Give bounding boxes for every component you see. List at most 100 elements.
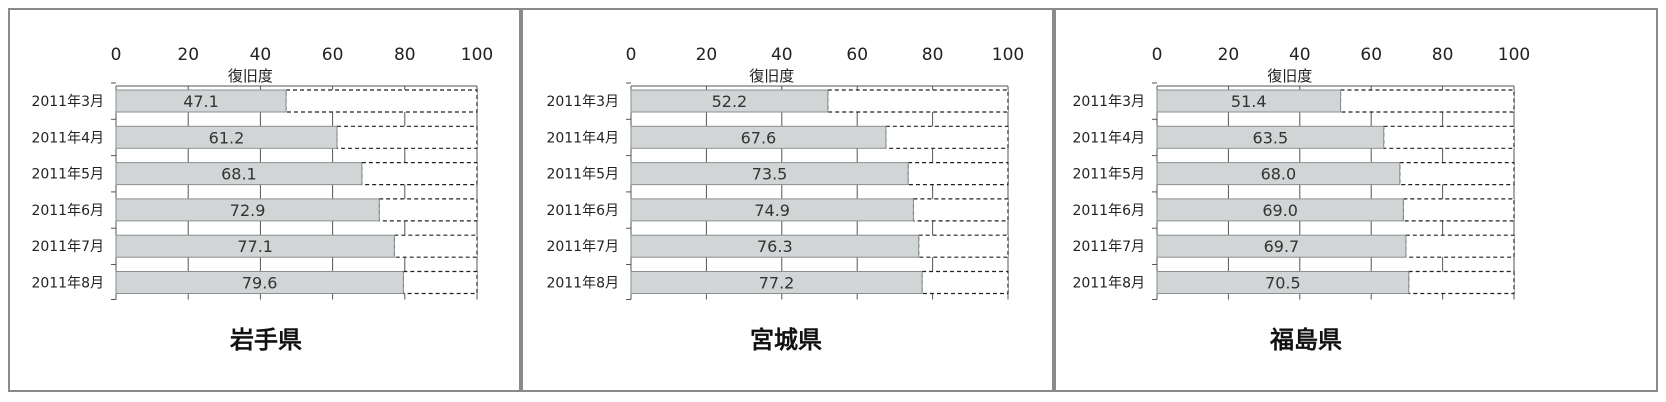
category-label: 2011年3月 xyxy=(31,94,104,110)
x-axis-label: 復旧度 xyxy=(228,67,273,85)
x-tick-label: 0 xyxy=(111,45,122,65)
chart-miyagi: 0 20 40 60 80 100 復旧度 2011年3月 52.2 2011年4月 67.6 201… xyxy=(546,45,1024,354)
chart-panel-iwate: 0 20 40 60 80 100 復旧度 2011年3月 47.1 2011年4月 61.2 201… xyxy=(8,8,521,392)
bar-remainder xyxy=(336,125,478,149)
x-tick-label: 0 xyxy=(626,45,637,65)
bar-remainder xyxy=(361,162,478,186)
data-label: 73.5 xyxy=(752,165,788,184)
x-tick-label: 60 xyxy=(322,45,344,65)
bar-remainder xyxy=(1402,198,1515,222)
x-tick-label: 20 xyxy=(177,45,199,65)
category-label: 2011年5月 xyxy=(1072,167,1145,183)
bar xyxy=(1156,89,1341,113)
bar-remainder xyxy=(918,234,1009,258)
bar-remainder xyxy=(1383,125,1515,149)
bar-remainder xyxy=(921,270,1009,295)
data-label: 77.1 xyxy=(237,237,273,256)
category-label: 2011年4月 xyxy=(546,130,619,146)
x-tick-label: 80 xyxy=(1432,45,1454,65)
bar-remainder xyxy=(402,270,478,295)
bar xyxy=(1156,234,1407,258)
bar-remainder xyxy=(912,198,1009,222)
x-tick-label: 60 xyxy=(846,45,868,65)
x-tick-label: 80 xyxy=(394,45,416,65)
chart-panel-miyagi: 0 20 40 60 80 100 復旧度 2011年3月 52.2 2011年4月 67.6 201… xyxy=(521,8,1054,392)
category-label: 2011年5月 xyxy=(546,167,619,183)
data-label: 51.4 xyxy=(1231,92,1267,111)
data-label: 61.2 xyxy=(209,128,245,147)
x-tick-label: 20 xyxy=(1218,45,1240,65)
x-axis-label: 復旧度 xyxy=(1267,67,1312,85)
bar xyxy=(630,89,829,113)
data-label: 67.6 xyxy=(741,128,777,147)
data-label: 74.9 xyxy=(754,201,790,220)
bar xyxy=(1156,162,1401,186)
chart-title: 宮城県 xyxy=(750,326,822,354)
x-tick-label: 20 xyxy=(696,45,718,65)
x-tick-label: 100 xyxy=(1498,45,1530,65)
bar xyxy=(115,89,287,113)
category-label: 2011年7月 xyxy=(546,239,619,255)
category-label: 2011年3月 xyxy=(546,94,619,110)
bar xyxy=(630,198,914,222)
x-axis-label: 復旧度 xyxy=(749,67,794,85)
category-label: 2011年6月 xyxy=(1072,203,1145,219)
bar xyxy=(630,162,909,186)
bar xyxy=(115,162,363,186)
bar-remainder xyxy=(827,89,1009,113)
chart-title: 福島県 xyxy=(1269,326,1342,354)
data-label: 72.9 xyxy=(230,201,266,220)
chart-title: 岩手県 xyxy=(229,326,302,354)
chart-panel-fukushima: 0 20 40 60 80 100 復旧度 2011年3月 51.4 2011年4月 63.5 201… xyxy=(1054,8,1658,392)
data-label: 69.0 xyxy=(1262,201,1298,220)
category-label: 2011年8月 xyxy=(31,276,104,292)
category-label: 2011年4月 xyxy=(31,130,104,146)
chart-fukushima: 0 20 40 60 80 100 復旧度 2011年3月 51.4 2011年4月 63.5 201… xyxy=(1072,45,1530,354)
category-label: 2011年5月 xyxy=(31,167,104,183)
data-label: 68.0 xyxy=(1261,165,1297,184)
x-tick-label: 40 xyxy=(771,45,793,65)
category-label: 2011年3月 xyxy=(1072,94,1145,110)
x-tick-label: 60 xyxy=(1360,45,1382,65)
category-label: 2011年6月 xyxy=(546,203,619,219)
data-label: 77.2 xyxy=(759,274,795,293)
data-label: 69.7 xyxy=(1264,237,1300,256)
x-tick-label: 100 xyxy=(992,45,1024,65)
bar-remainder xyxy=(885,125,1009,149)
bar xyxy=(115,234,395,258)
category-label: 2011年8月 xyxy=(546,276,619,292)
bar-remainder xyxy=(285,89,478,113)
data-label: 63.5 xyxy=(1253,128,1289,147)
data-label: 47.1 xyxy=(183,92,219,111)
chart-iwate: 0 20 40 60 80 100 復旧度 2011年3月 47.1 2011年4月 61.2 201… xyxy=(31,45,493,354)
data-label: 76.3 xyxy=(757,237,793,256)
bar-remainder xyxy=(378,198,478,222)
bar xyxy=(115,125,338,149)
bar xyxy=(630,271,923,294)
x-tick-label: 80 xyxy=(922,45,944,65)
x-tick-label: 100 xyxy=(461,45,493,65)
bar xyxy=(115,198,380,222)
category-label: 2011年4月 xyxy=(1072,130,1145,146)
bar xyxy=(115,271,404,294)
x-tick-label: 40 xyxy=(250,45,272,65)
bar-remainder xyxy=(393,234,478,258)
bar xyxy=(630,234,920,258)
x-tick-label: 40 xyxy=(1289,45,1311,65)
bar-remainder xyxy=(907,162,1009,186)
bar-remainder xyxy=(1408,270,1515,295)
bar-remainder xyxy=(1339,89,1515,113)
category-label: 2011年8月 xyxy=(1072,276,1145,292)
bar xyxy=(630,125,887,149)
data-label: 68.1 xyxy=(221,165,257,184)
bar xyxy=(1156,198,1404,222)
data-label: 79.6 xyxy=(242,274,278,293)
category-label: 2011年7月 xyxy=(31,239,104,255)
category-label: 2011年7月 xyxy=(1072,239,1145,255)
data-label: 52.2 xyxy=(712,92,748,111)
category-label: 2011年6月 xyxy=(31,203,104,219)
bar-remainder xyxy=(1399,162,1515,186)
data-label: 70.5 xyxy=(1265,274,1301,293)
bar xyxy=(1156,271,1410,294)
x-tick-label: 0 xyxy=(1152,45,1163,65)
